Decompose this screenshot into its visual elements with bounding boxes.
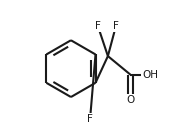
Text: F: F [113, 21, 119, 31]
Text: OH: OH [142, 70, 158, 80]
Text: F: F [87, 114, 93, 124]
Text: F: F [95, 21, 101, 31]
Text: O: O [126, 95, 134, 105]
